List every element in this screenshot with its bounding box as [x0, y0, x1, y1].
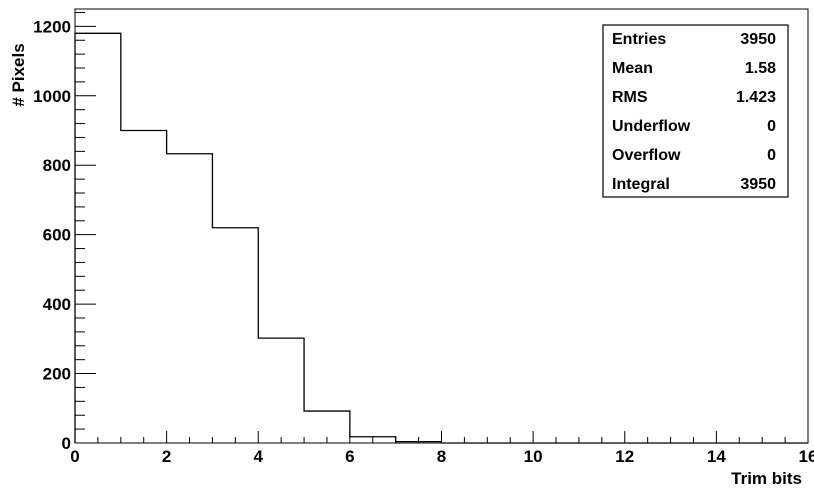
- stats-value: 1.58: [745, 60, 776, 77]
- stats-box: Entries 3950 Mean 1.58 RMS 1.423 Underflow 0 Ove…: [602, 24, 789, 198]
- y-tick-label: 400: [43, 295, 71, 314]
- stats-value: 0: [767, 118, 776, 135]
- x-tick-label: 10: [524, 447, 543, 466]
- x-tick-label: 12: [615, 447, 634, 466]
- stats-value: 0: [767, 147, 776, 164]
- stats-box-frame: [602, 24, 789, 198]
- stats-value: 3950: [740, 31, 776, 48]
- y-axis-title: # Pixels: [9, 43, 28, 106]
- histogram-outline: [74, 32, 808, 444]
- x-tick-label: 2: [162, 447, 171, 466]
- x-tick-label: 8: [437, 447, 446, 466]
- stats-label: RMS: [612, 89, 648, 106]
- x-tick-label: 14: [707, 447, 726, 466]
- y-tick-label: 1200: [33, 17, 71, 36]
- y-tick-label: 200: [43, 365, 71, 384]
- y-tick-label: 800: [43, 156, 71, 175]
- x-tick-label: 6: [345, 447, 354, 466]
- stats-value: 1.423: [736, 89, 776, 106]
- stats-label: Overflow: [612, 147, 681, 164]
- x-axis: 0 2 4 6 8 10 12 14 16: [70, 431, 814, 466]
- x-axis-title: Trim bits: [731, 469, 802, 488]
- y-tick-label: 600: [43, 226, 71, 245]
- stats-rows: Entries 3950 Mean 1.58 RMS 1.423 Underflow 0 Ove…: [612, 31, 776, 193]
- x-tick-label: 16: [799, 447, 814, 466]
- stats-label: Underflow: [612, 118, 691, 135]
- stats-label: Integral: [612, 176, 670, 193]
- stats-value: 3950: [740, 176, 776, 193]
- x-tick-label: 4: [254, 447, 264, 466]
- y-tick-label: 0: [62, 434, 71, 453]
- stats-label: Mean: [612, 60, 653, 77]
- x-tick-label: 0: [70, 447, 79, 466]
- y-tick-label: 1000: [33, 87, 71, 106]
- stats-label: Entries: [612, 31, 666, 48]
- y-axis: 0 200 400 600 800 1000 1200: [33, 11, 96, 453]
